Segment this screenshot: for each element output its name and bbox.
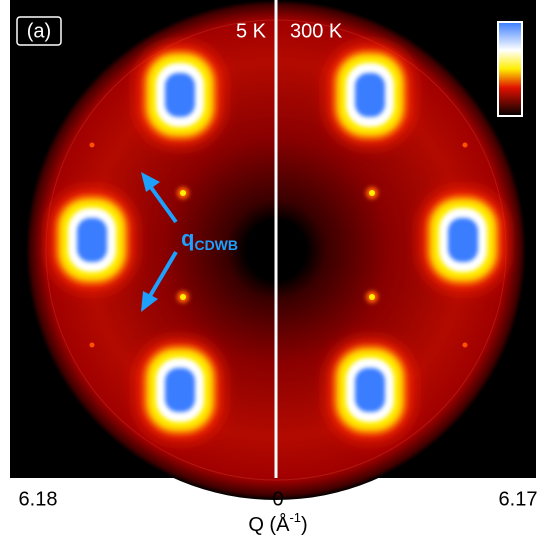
axis-label-main: Q (Å xyxy=(248,513,290,536)
panel-label: (a) xyxy=(27,20,51,42)
tick-label: 0 xyxy=(272,488,283,510)
tick-label: 6.18 xyxy=(19,488,58,510)
axis-label-sup: -1 xyxy=(289,510,301,525)
tick-label: 6.17 xyxy=(499,488,538,510)
axis-label: Q (Å-1) xyxy=(248,510,307,536)
annotation-main: q xyxy=(181,226,194,251)
axis-label-end: ) xyxy=(301,514,308,536)
colorbar xyxy=(498,22,522,116)
annotation-sub: CDWB xyxy=(194,237,238,253)
right-temperature: 300 K xyxy=(290,20,343,42)
left-temperature: 5 K xyxy=(236,20,267,42)
figure: qCDWB (a) 5 K 300 K 6.18 0 6.17 Q (Å-1) xyxy=(0,0,550,543)
